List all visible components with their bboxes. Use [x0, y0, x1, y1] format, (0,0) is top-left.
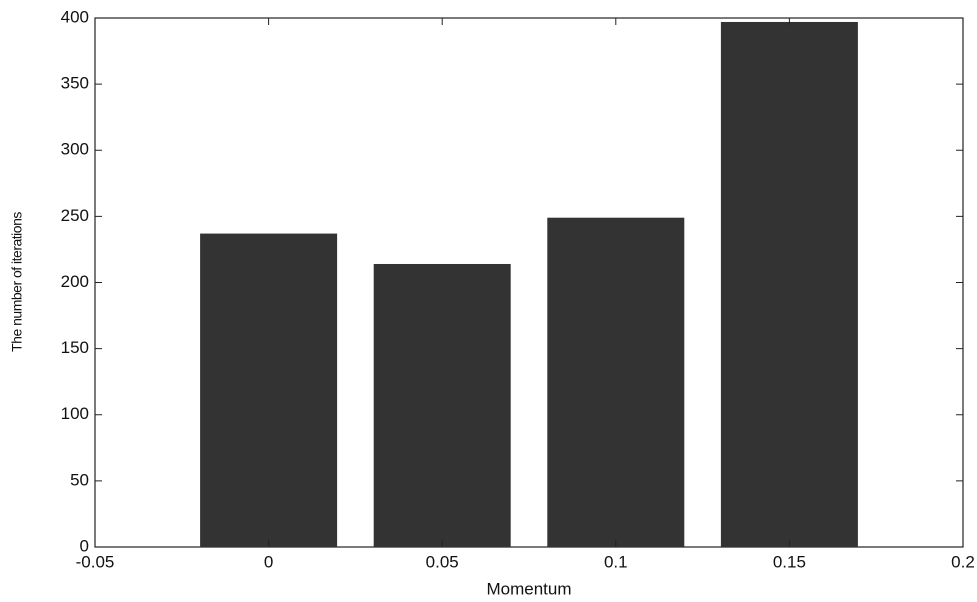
y-axis-label: The number of iterations [9, 212, 25, 352]
y-tick-label: 300 [61, 140, 89, 159]
x-axis-label: Momentum [486, 579, 571, 598]
x-tick-label: -0.05 [76, 552, 115, 571]
y-tick-label: 200 [61, 272, 89, 291]
bar [373, 263, 511, 547]
bar [200, 233, 338, 547]
y-tick-label: 50 [70, 470, 89, 489]
y-tick-label: 350 [61, 74, 89, 93]
y-tick-label: 0 [80, 536, 89, 555]
y-tick-label: 150 [61, 338, 89, 357]
y-tick-label: 250 [61, 206, 89, 225]
x-tick-label: 0 [264, 552, 273, 571]
x-tick-label: 0.15 [773, 552, 806, 571]
bar [547, 217, 685, 547]
y-tick-label: 400 [61, 7, 89, 26]
bar [720, 21, 858, 547]
y-tick-label: 100 [61, 404, 89, 423]
x-tick-label: 0.1 [604, 552, 628, 571]
x-tick-label: 0.2 [951, 552, 975, 571]
x-tick-label: 0.05 [426, 552, 459, 571]
